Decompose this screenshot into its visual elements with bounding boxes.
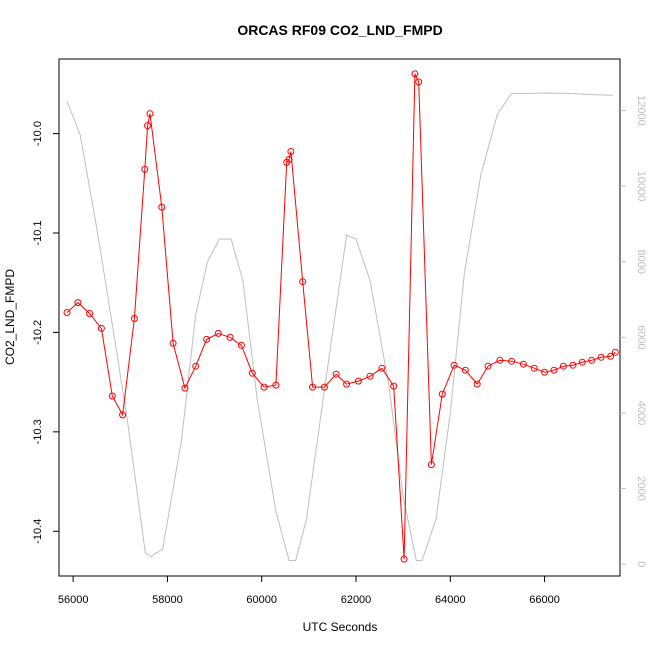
data-point [508, 357, 516, 365]
data-point [108, 392, 116, 400]
data-point [214, 329, 222, 337]
y2-tick-label: 2000 [635, 476, 647, 500]
data-point [86, 310, 94, 317]
data-point [146, 110, 154, 118]
data-point [461, 366, 469, 374]
data-point [390, 382, 398, 390]
x-tick-label: 58000 [152, 594, 183, 606]
data-point [237, 341, 245, 349]
y-tick-label: -10.4 [32, 519, 44, 544]
data-point [343, 380, 351, 388]
data-point [559, 362, 567, 370]
data-point [473, 380, 481, 388]
data-point [299, 278, 307, 286]
data-point [158, 203, 166, 211]
data-point [484, 362, 492, 370]
data-point [260, 383, 268, 391]
y-axis-label: CO2_LND_FMPD [3, 269, 17, 365]
data-point [496, 356, 504, 364]
data-point [597, 353, 605, 361]
data-point [438, 390, 446, 398]
data-point [450, 361, 458, 369]
data-point [400, 555, 408, 563]
data-point [119, 411, 127, 419]
data-point [203, 335, 211, 343]
data-point [354, 377, 362, 385]
data-point [607, 352, 615, 360]
data-point [226, 333, 234, 341]
data-point [272, 381, 280, 389]
data-point [332, 370, 340, 378]
data-point [411, 70, 419, 78]
data-point [144, 122, 152, 130]
data-point [541, 368, 549, 376]
x-tick-label: 62000 [341, 594, 372, 606]
series-line-left [66, 73, 616, 560]
data-point [74, 299, 82, 307]
y2-tick-label: 8000 [635, 249, 647, 273]
data-point [578, 358, 586, 366]
y-tick-label: -10.0 [32, 121, 44, 146]
data-point [63, 309, 71, 316]
data-point [366, 372, 374, 380]
y2-tick-label: 0 [635, 561, 647, 567]
y2-tick-label: 4000 [635, 401, 647, 425]
data-point [427, 461, 435, 469]
y2-tick-label: 6000 [635, 325, 647, 349]
data-point [378, 364, 386, 372]
data-point [181, 384, 189, 392]
data-point [530, 364, 538, 372]
y-tick-label: -10.3 [32, 419, 44, 444]
data-point [141, 165, 149, 173]
series-line-right [66, 92, 613, 561]
data-point [550, 366, 558, 374]
data-point [130, 315, 138, 322]
data-point [169, 339, 177, 347]
x-axis-label: UTC Seconds [303, 620, 378, 634]
data-point [309, 383, 317, 391]
data-point [192, 362, 200, 370]
plot-frame [58, 58, 621, 577]
x-tick-label: 64000 [435, 594, 466, 606]
data-point [97, 324, 105, 332]
data-point [320, 383, 328, 391]
chart-title: ORCAS RF09 CO2_LND_FMPD [237, 22, 442, 38]
data-point [588, 356, 596, 364]
y-tick-label: -10.2 [32, 320, 44, 345]
y2-tick-label: 10000 [635, 171, 647, 202]
data-point [248, 369, 256, 377]
data-point [287, 148, 295, 155]
y2-tick-label: 12000 [635, 95, 647, 126]
data-point [285, 155, 293, 163]
data-point [415, 78, 423, 86]
data-point [569, 361, 577, 369]
x-tick-label: 56000 [58, 594, 89, 606]
data-point [611, 348, 619, 356]
x-tick-label: 66000 [529, 594, 560, 606]
x-tick-label: 60000 [246, 594, 277, 606]
data-point [519, 360, 527, 368]
plot-area: 56000 58000 60000 62000 64000 66000-10.0-10.1… [32, 58, 647, 606]
y-tick-label: -10.1 [32, 220, 44, 245]
